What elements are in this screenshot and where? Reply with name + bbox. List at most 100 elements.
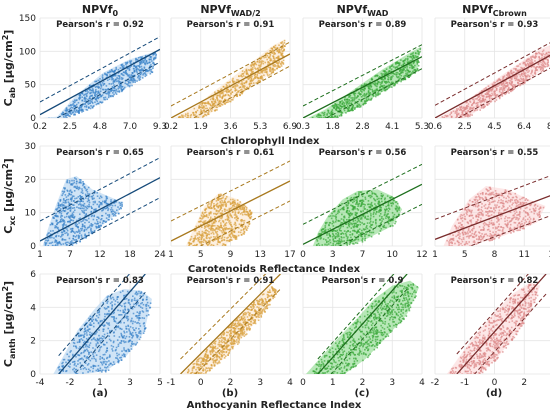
scatter-point-r1c1: [91, 106, 94, 109]
scatter-point-r1c2: [219, 96, 221, 98]
scatter-point-r1c4: [523, 72, 526, 75]
scatter-point-r2c3: [372, 231, 375, 234]
scatter-point-r1c3: [323, 111, 326, 114]
scatter-point-r2c1: [107, 209, 109, 212]
scatter-point-r2c3: [333, 240, 336, 243]
scatter-point-r1c3: [377, 93, 379, 95]
scatter-point-r2c2: [214, 229, 216, 231]
scatter-point-r2c3: [369, 225, 371, 228]
scatter-point-r2c3: [354, 213, 357, 216]
scatter-point-r2c1: [91, 207, 93, 209]
scatter-point-r1c1: [88, 97, 91, 100]
scatter-point-r1c1: [61, 113, 63, 116]
scatter-point-r1c1: [73, 101, 75, 104]
scatter-point-r1c3: [405, 64, 408, 67]
scatter-point-r2c3: [389, 220, 392, 222]
scatter-point-r2c3: [387, 216, 389, 219]
scatter-point-r2c1: [70, 208, 72, 210]
scatter-point-r1c3: [371, 78, 373, 81]
scatter-point-r2c3: [381, 215, 383, 218]
scatter-point-r2c3: [388, 201, 390, 203]
scatter-point-r1c3: [330, 112, 332, 114]
scatter-point-r1c3: [389, 67, 391, 69]
scatter-point-r1c2: [202, 102, 204, 104]
scatter-point-r2c3: [324, 221, 327, 224]
scatter-point-r1c3: [376, 89, 379, 92]
scatter-point-r2c1: [98, 201, 101, 203]
scatter-point-r2c1: [72, 182, 74, 185]
scatter-point-r1c1: [112, 80, 115, 83]
scatter-point-r2c3: [335, 217, 337, 219]
scatter-point-r2c3: [325, 239, 327, 241]
scatter-point-r1c3: [334, 102, 337, 105]
scatter-point-r2c1: [59, 199, 62, 201]
scatter-point-r2c3: [367, 218, 369, 221]
scatter-point-r1c4: [482, 94, 485, 97]
scatter-point-r2c1: [52, 216, 55, 219]
scatter-layer-r1c1: [40, 36, 160, 118]
scatter-point-r1c1: [151, 60, 153, 62]
scatter-point-r2c2: [222, 194, 225, 197]
scatter-point-r2c1: [73, 181, 76, 184]
scatter-point-r2c4: [466, 211, 469, 213]
scatter-point-r2c3: [363, 223, 365, 226]
scatter-point-r2c3: [370, 226, 373, 229]
scatter-point-r1c4: [508, 87, 510, 90]
scatter-point-r2c3: [329, 239, 331, 241]
scatter-point-r2c2: [195, 225, 198, 228]
scatter-point-r2c4: [511, 199, 514, 201]
scatter-point-r2c1: [110, 208, 112, 211]
scatter-point-r2c1: [84, 187, 87, 190]
scatter-point-r1c2: [223, 102, 226, 105]
scatter-point-r1c2: [222, 100, 225, 102]
scatter-point-r1c4: [535, 55, 538, 58]
scatter-point-r1c4: [468, 108, 471, 111]
scatter-point-r2c1: [113, 213, 116, 216]
scatter-point-r1c2: [189, 115, 192, 117]
scatter-point-r2c4: [476, 220, 478, 223]
scatter-point-r1c3: [349, 109, 352, 112]
scatter-point-r1c4: [506, 81, 509, 84]
scatter-point-r2c4: [462, 230, 464, 232]
scatter-point-r2c1: [67, 220, 69, 223]
scatter-point-r1c1: [99, 78, 101, 80]
scatter-point-r1c4: [526, 69, 528, 71]
scatter-point-r2c3: [357, 209, 360, 211]
scatter-point-r2c2: [225, 195, 228, 198]
scatter-point-r2c1: [77, 188, 80, 191]
scatter-point-r2c1: [51, 236, 53, 239]
scatter-point-r1c4: [501, 86, 503, 89]
scatter-point-r1c2: [199, 103, 202, 105]
scatter-point-r2c1: [98, 204, 101, 207]
scatter-point-r1c2: [263, 67, 266, 70]
scatter-point-r1c3: [399, 72, 402, 75]
scatter-point-r1c1: [76, 111, 79, 113]
scatter-point-r2c1: [95, 227, 98, 229]
scatter-point-r2c2: [226, 218, 229, 220]
scatter-point-r2c1: [82, 180, 84, 183]
scatter-point-r1c2: [237, 79, 240, 81]
scatter-point-r2c1: [64, 239, 67, 241]
scatter-point-r1c2: [218, 99, 221, 102]
scatter-point-r1c1: [66, 114, 69, 117]
scatter-point-r1c3: [351, 109, 354, 111]
scatter-point-r2c1: [82, 205, 85, 207]
scatter-point-r2c1: [62, 199, 65, 201]
scatter-point-r2c1: [72, 211, 75, 213]
column-title-sub-r1c4: Cbrown: [493, 9, 527, 18]
scatter-point-r1c4: [503, 87, 506, 90]
scatter-point-r2c2: [224, 245, 226, 246]
scatter-point-r1c4: [501, 95, 504, 97]
scatter-point-r1c3: [358, 91, 360, 94]
scatter-point-r2c4: [509, 223, 512, 226]
scatter-point-r1c1: [154, 57, 156, 60]
scatter-point-r1c4: [489, 89, 491, 92]
scatter-point-r1c1: [103, 98, 105, 101]
scatter-point-r1c3: [338, 108, 341, 111]
scatter-point-r1c4: [522, 80, 524, 83]
pearson-label-r2c3: Pearson's r = 0.56: [319, 148, 407, 158]
scatter-point-r2c2: [202, 213, 205, 216]
scatter-point-r1c4: [542, 67, 545, 70]
scatter-point-r2c1: [113, 201, 116, 204]
scatter-point-r1c1: [112, 86, 115, 89]
